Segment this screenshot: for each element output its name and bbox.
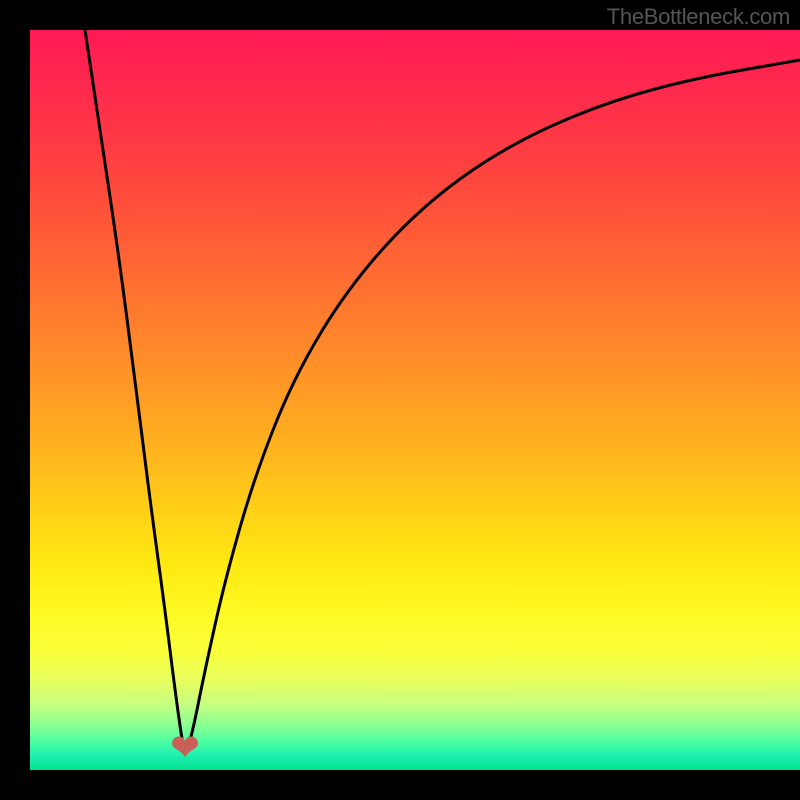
- minimum-marker-icon: ❤: [171, 731, 200, 765]
- plot-area: ❤: [30, 30, 800, 770]
- bottleneck-curve: [30, 30, 800, 770]
- watermark-text: TheBottleneck.com: [607, 4, 790, 30]
